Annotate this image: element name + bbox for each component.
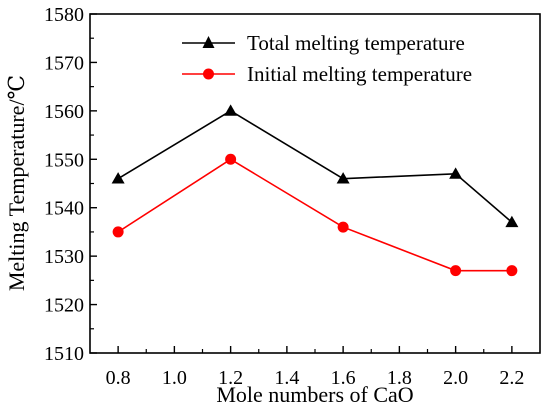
x-axis-label: Mole numbers of CaO	[216, 382, 413, 407]
y-tick-label: 1550	[44, 149, 84, 171]
y-tick-label: 1520	[44, 295, 84, 317]
data-point-triangle	[336, 172, 350, 184]
y-axis-label: Melting Temperature/℃	[4, 75, 29, 291]
x-tick-label: 1.0	[162, 367, 187, 389]
legend-marker-triangle	[202, 36, 215, 48]
data-point-circle	[112, 226, 124, 238]
y-tick-label: 1570	[44, 52, 84, 74]
x-tick-label: 1.2	[218, 367, 243, 389]
x-tick-label: 1.8	[387, 367, 412, 389]
legend-marker-circle	[203, 68, 214, 80]
data-point-triangle	[224, 104, 238, 116]
data-series	[111, 104, 519, 277]
series-line-0	[117, 109, 513, 223]
data-point-triangle	[449, 167, 463, 179]
data-point-triangle	[111, 172, 125, 184]
legend-label-total: Total melting temperature	[247, 31, 465, 55]
data-point-circle	[450, 265, 462, 277]
x-tick-label: 1.4	[274, 367, 299, 389]
x-tick-label: 2.0	[443, 367, 468, 389]
data-point-triangle	[505, 215, 519, 228]
y-tick-label: 1510	[44, 343, 84, 365]
data-point-circle	[337, 221, 349, 233]
x-tick-label: 2.2	[499, 367, 524, 389]
y-tick-label: 1560	[44, 101, 84, 123]
axis-ticks: 0.8 1.0 1.2 1.4 1.6 1.8 2.0 2.2 1510 1520 1530 1540…	[44, 4, 524, 389]
data-point-circle	[225, 153, 237, 165]
x-tick-label: 0.8	[106, 367, 131, 389]
x-tick-label: 1.6	[331, 367, 356, 389]
y-tick-label: 1530	[44, 246, 84, 268]
y-tick-label: 1540	[44, 198, 84, 220]
legend: Total melting temperature Initial meltin…	[182, 31, 472, 86]
data-point-circle	[506, 265, 518, 277]
legend-label-initial: Initial melting temperature	[247, 62, 472, 86]
y-tick-label: 1580	[44, 4, 84, 26]
